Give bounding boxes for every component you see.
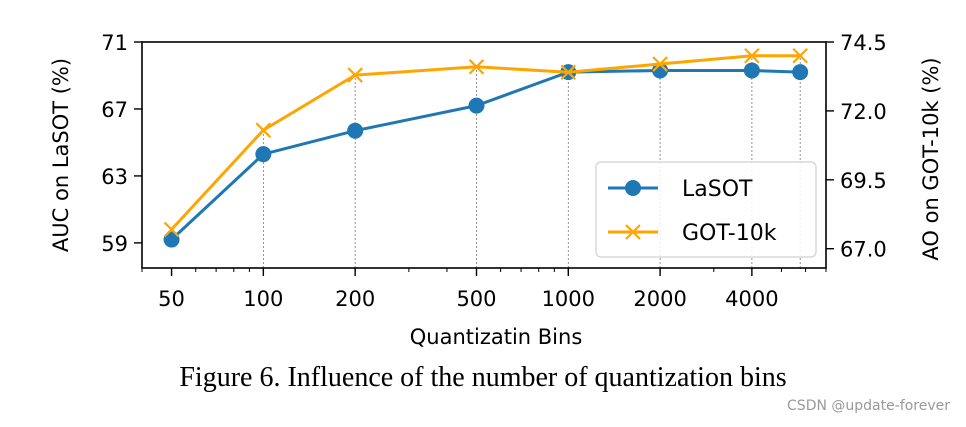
data-point-got-10k xyxy=(163,221,180,238)
y-left-tick-label: 71 xyxy=(101,31,128,55)
legend-label-lasot: LaSOT xyxy=(682,177,753,202)
y-right-tick-label: 67.0 xyxy=(840,238,887,262)
data-point-lasot xyxy=(255,146,272,163)
series-line-got-10k xyxy=(170,54,801,231)
data-point-got-10k xyxy=(560,64,577,81)
x-tick-label: 2000 xyxy=(633,287,686,311)
y-right-tick-label: 74.5 xyxy=(840,31,887,55)
figure-caption: Figure 6. Influence of the number of qua… xyxy=(179,362,787,393)
data-point-got-10k xyxy=(792,48,808,64)
data-point-lasot xyxy=(743,62,760,79)
data-point-got-10k xyxy=(652,56,668,72)
x-tick-label: 500 xyxy=(456,287,496,311)
data-point-lasot xyxy=(792,64,809,81)
x-tick-label: 100 xyxy=(243,287,283,311)
legend-label-got-10k: GOT-10k xyxy=(682,221,777,246)
data-point-lasot xyxy=(652,62,669,79)
data-point-got-10k xyxy=(347,67,363,83)
y-left-axis-label: AUC on LaSOT (%) xyxy=(49,58,73,252)
y-left-tick-label: 67 xyxy=(101,98,128,122)
y-right-tick-label: 69.5 xyxy=(840,169,887,193)
legend-marker-lasot xyxy=(625,180,641,196)
legend-marker-got-10k xyxy=(625,224,641,240)
watermark: CSDN @update-forever xyxy=(787,398,950,414)
x-tick-label: 1000 xyxy=(542,287,595,311)
plot-frame xyxy=(141,41,827,269)
x-tick-label: 200 xyxy=(335,287,375,311)
line-chart: 50 100 200 500 1000 2000 4000 59 63 67 71 67.0 69.5 7… xyxy=(49,31,943,349)
data-point-lasot xyxy=(163,231,180,248)
data-point-got-10k xyxy=(744,48,760,64)
y-left-tick-label: 59 xyxy=(101,232,128,256)
data-point-got-10k xyxy=(468,59,485,75)
y-right-tick-label: 72.0 xyxy=(840,100,887,124)
series-line-lasot xyxy=(170,69,801,241)
x-tick-label: 50 xyxy=(158,287,185,311)
x-axis-label: Quantizatin Bins xyxy=(410,325,583,349)
data-point-lasot xyxy=(347,122,364,139)
data-point-lasot xyxy=(468,97,485,114)
y-right-axis-label: AO on GOT-10k (%) xyxy=(919,57,943,260)
x-tick-label: 4000 xyxy=(725,287,778,311)
y-left-tick-label: 63 xyxy=(101,165,128,189)
data-point-got-10k xyxy=(255,122,272,138)
